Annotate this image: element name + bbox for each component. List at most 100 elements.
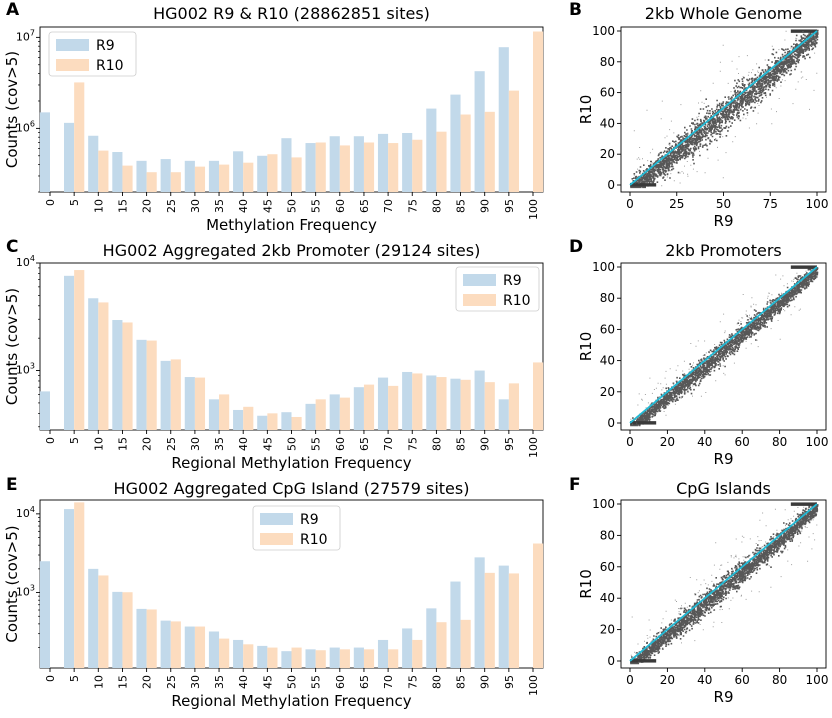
bar-r9-80	[426, 608, 437, 668]
bar-r10-50	[291, 157, 302, 192]
x-tick-label: 80	[430, 199, 443, 213]
bar-r9-40	[233, 151, 244, 192]
x-tick-label: 25	[165, 199, 178, 213]
legend-swatch-r9	[56, 39, 89, 51]
bar-r9-80	[426, 375, 437, 430]
x-tick-label: 75	[406, 675, 419, 689]
scatter-panel-b: 0 25 50 75 100 0 20 40 60 80 100 2kb Whole Genome R9…	[577, 4, 828, 230]
panel-letter-d: D	[569, 237, 583, 257]
x-axis-label: R9	[714, 212, 734, 230]
x-tick-label: 15	[116, 199, 129, 213]
bar-r10-5	[74, 502, 85, 668]
legend-swatch-r10	[56, 59, 89, 71]
bar-r9-60	[329, 394, 340, 430]
scatter-panel-d: 0 20 40 60 80 100 0 20 40 60 80 100 2kb Promoters R9 R…	[577, 241, 828, 468]
x-tick-label: 95	[503, 675, 516, 689]
x-tick-label: 50	[286, 437, 299, 451]
x-tick-label: 80	[430, 437, 443, 451]
x-tick-label: 0	[44, 675, 57, 682]
x-tick-label: 100	[527, 199, 540, 220]
bar-r9-85	[450, 378, 461, 430]
x-tick-label: 40	[237, 675, 250, 689]
bar-r9-0	[39, 112, 50, 192]
bar-r10-95	[508, 573, 519, 668]
x-tick-label: 90	[479, 199, 492, 213]
x-tick-label: 35	[213, 437, 226, 451]
bar-r9-90	[474, 557, 485, 668]
bar-r10-10	[98, 150, 109, 192]
x-tick-label: 30	[189, 675, 202, 689]
bar-r10-55	[315, 399, 326, 430]
bar-r9-45	[257, 155, 268, 192]
plot-frame	[620, 262, 827, 431]
scatter-points	[630, 502, 819, 665]
bar-r9-25	[160, 159, 171, 192]
bar-r10-85	[460, 379, 471, 430]
chart-title: HG002 Aggregated CpG Island (27579 sites…	[114, 479, 470, 498]
x-tick-label: 60	[334, 437, 347, 451]
y-tick-label: 106	[16, 119, 35, 134]
y-axis-label: R10	[577, 569, 595, 599]
y-tick-label: 80	[600, 55, 615, 69]
bar-r9-60	[329, 136, 340, 192]
x-tick-label: 20	[141, 199, 154, 213]
bar-r10-65	[363, 649, 375, 668]
y-tick-label: 40	[600, 591, 615, 605]
bar-r10-90	[484, 111, 495, 192]
bar-r10-10	[98, 575, 109, 668]
bar-r10-50	[291, 647, 302, 668]
x-tick-label: 65	[358, 199, 371, 213]
x-tick-label: 5	[68, 199, 81, 206]
x-tick-label: 0	[626, 673, 634, 687]
bar-panel-e: 103 104 0 5 10 15 20 25 30 35 40 45 50 55 60 65 70 75 80 85…	[3, 479, 544, 710]
x-tick-label: 85	[455, 675, 468, 689]
x-tick-label: 55	[310, 437, 323, 451]
floor-cluster	[630, 421, 657, 425]
x-axis-label: R9	[714, 450, 734, 468]
y-tick-label: 20	[600, 623, 615, 637]
x-tick-label: 80	[772, 673, 787, 687]
bar-r9-45	[257, 645, 268, 668]
x-tick-label: 25	[669, 197, 684, 211]
x-tick-label: 100	[527, 437, 540, 458]
bar-r10-25	[170, 621, 181, 668]
x-tick-label: 100	[806, 673, 829, 687]
y-tick-label: 103	[16, 584, 35, 599]
chart-title: CpG Islands	[676, 479, 771, 498]
bar-r10-80	[436, 377, 447, 430]
y-tick-label: 40	[600, 354, 615, 368]
bar-r9-50	[281, 138, 292, 192]
identity-line	[629, 266, 818, 424]
bar-r9-15	[112, 591, 123, 668]
x-tick-label: 55	[310, 199, 323, 213]
bar-r10-70	[388, 143, 399, 192]
bar-r10-30	[194, 377, 206, 430]
chart-title: 2kb Whole Genome	[645, 4, 802, 23]
bar-r9-30	[184, 626, 195, 668]
x-tick-label: 25	[165, 437, 178, 451]
bar-r10-55	[315, 142, 326, 192]
bar-r10-40	[243, 162, 254, 192]
bar-r10-15	[122, 165, 133, 192]
x-tick-label: 20	[141, 675, 154, 689]
x-axis-label: R9	[714, 688, 734, 706]
bar-r10-65	[363, 142, 375, 192]
ceiling-cluster	[790, 265, 817, 269]
x-tick-label: 15	[116, 437, 129, 451]
y-tick-label: 104	[16, 254, 35, 269]
bar-r9-0	[39, 561, 50, 668]
y-tick-label: 100	[592, 260, 615, 274]
bar-r10-20	[146, 609, 157, 668]
legend-label-r10: R10	[300, 532, 328, 548]
y-tick-label: 80	[600, 291, 615, 305]
x-tick-label: 90	[479, 437, 492, 451]
bar-r10-80	[436, 131, 447, 192]
x-tick-label: 75	[406, 199, 419, 213]
x-tick-label: 100	[527, 675, 540, 696]
bar-r10-45	[267, 647, 278, 668]
x-tick-label: 40	[697, 435, 712, 449]
x-tick-label: 85	[455, 437, 468, 451]
bar-r9-20	[136, 160, 147, 192]
